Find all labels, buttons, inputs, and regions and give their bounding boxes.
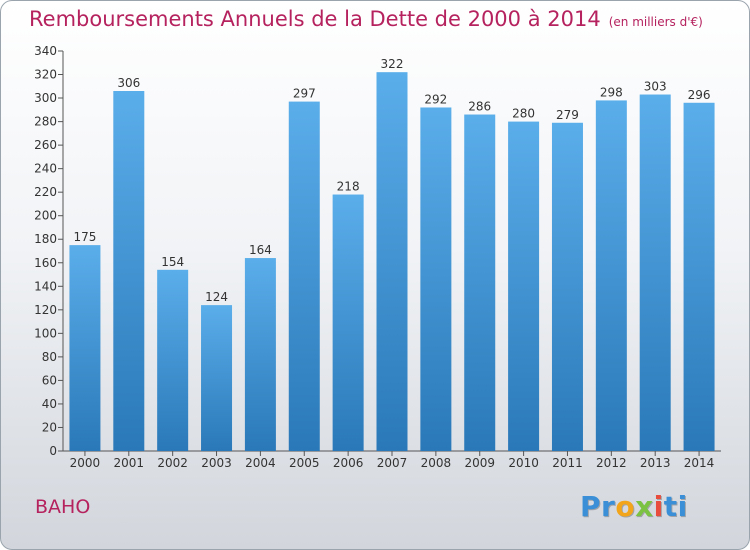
chart-title-text: Remboursements Annuels de la Dette de 20…: [29, 7, 601, 31]
bar-value-label: 303: [644, 80, 667, 94]
logo-letter: P: [580, 490, 602, 523]
bar: [508, 121, 540, 452]
proxiti-logo: Proxiti: [580, 490, 688, 523]
y-tick-label: 320: [34, 68, 57, 82]
y-tick-label: 80: [42, 350, 57, 364]
logo-letter: i: [653, 490, 664, 523]
x-tick-label: 2000: [70, 456, 101, 470]
chart-title: Remboursements Annuels de la Dette de 20…: [29, 7, 703, 31]
y-tick-label: 340: [34, 44, 57, 58]
bar-value-label: 164: [249, 243, 272, 257]
logo-letter: i: [677, 490, 688, 523]
bar: [639, 94, 671, 451]
bar: [244, 258, 276, 451]
y-tick-label: 140: [34, 279, 57, 293]
logo-letter: x: [635, 490, 654, 523]
x-tick-label: 2003: [201, 456, 232, 470]
x-tick-label: 2014: [684, 456, 715, 470]
bar: [288, 101, 320, 452]
y-tick-label: 180: [34, 232, 57, 246]
bar-value-label: 218: [337, 180, 360, 194]
logo-letter: o: [615, 490, 636, 523]
bar-value-label: 298: [600, 85, 623, 99]
x-tick-label: 2008: [421, 456, 452, 470]
y-tick-label: 220: [34, 185, 57, 199]
x-tick-label: 2004: [245, 456, 276, 470]
bar-value-label: 306: [117, 76, 140, 90]
bar: [113, 91, 145, 451]
bar-value-label: 286: [468, 100, 491, 114]
y-tick-label: 260: [34, 138, 57, 152]
bar-value-label: 154: [161, 255, 184, 269]
bar-value-label: 292: [424, 92, 447, 106]
place-name: BAHO: [35, 496, 91, 518]
x-tick-label: 2009: [464, 456, 495, 470]
y-tick-label: 60: [42, 373, 57, 387]
bar-value-label: 297: [293, 87, 316, 101]
y-tick-label: 20: [42, 420, 57, 434]
bar-value-label: 124: [205, 290, 228, 304]
logo-letter: t: [663, 490, 678, 523]
x-tick-label: 2001: [114, 456, 145, 470]
bar: [420, 107, 452, 452]
y-tick-label: 240: [34, 162, 57, 176]
x-tick-label: 2011: [552, 456, 583, 470]
bar: [201, 305, 233, 451]
bar-value-label: 175: [73, 230, 96, 244]
x-tick-label: 2010: [508, 456, 539, 470]
y-tick-label: 100: [34, 326, 57, 340]
x-tick-label: 2002: [157, 456, 188, 470]
bar-value-label: 296: [688, 88, 711, 102]
bar-value-label: 280: [512, 107, 535, 121]
y-tick-label: 280: [34, 115, 57, 129]
y-tick-label: 160: [34, 256, 57, 270]
x-tick-label: 2007: [377, 456, 408, 470]
y-tick-label: 120: [34, 303, 57, 317]
bar: [595, 100, 627, 451]
x-tick-label: 2006: [333, 456, 364, 470]
x-tick-label: 2012: [596, 456, 627, 470]
logo-letter: r: [601, 490, 616, 523]
bar: [551, 122, 583, 451]
x-tick-label: 2005: [289, 456, 320, 470]
y-tick-label: 40: [42, 397, 57, 411]
bar: [376, 72, 408, 452]
x-tick-label: 2013: [640, 456, 671, 470]
chart-subtitle: (en milliers d'€): [608, 15, 703, 29]
y-tick-label: 200: [34, 209, 57, 223]
bar-value-label: 322: [381, 57, 404, 71]
bar: [683, 102, 715, 451]
bar: [332, 194, 364, 451]
bar: [157, 269, 189, 451]
y-tick-label: 0: [49, 444, 57, 458]
bar: [464, 114, 496, 451]
bar: [69, 245, 101, 451]
bar-value-label: 279: [556, 108, 579, 122]
y-tick-label: 300: [34, 91, 57, 105]
